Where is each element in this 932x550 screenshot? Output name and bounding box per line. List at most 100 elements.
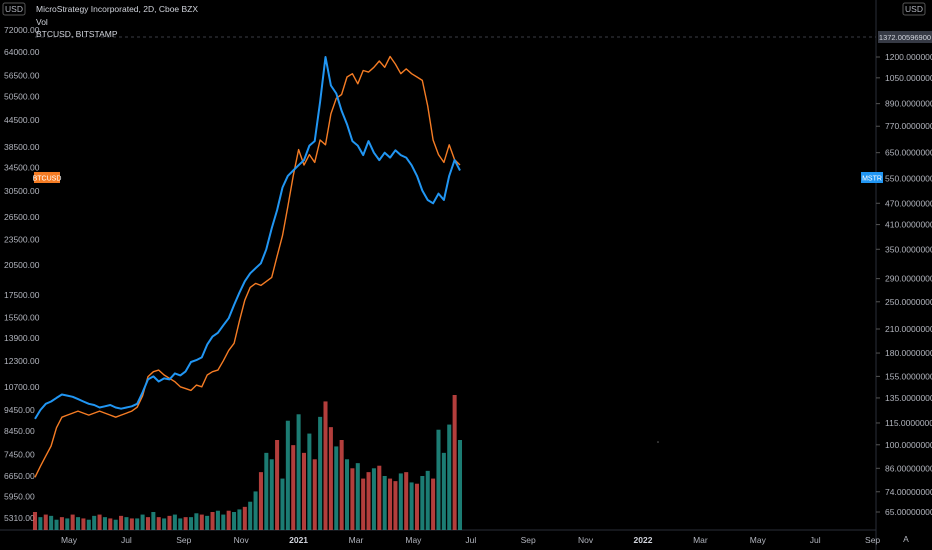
volume-bar bbox=[65, 518, 70, 530]
volume-bar bbox=[81, 518, 86, 530]
volume-bar bbox=[334, 446, 339, 530]
volume-bar bbox=[361, 478, 366, 530]
time-tick-label: Nov bbox=[578, 535, 594, 545]
right-currency-text: USD bbox=[905, 4, 923, 14]
volume-bar bbox=[253, 491, 258, 530]
volume-bar bbox=[291, 445, 296, 530]
volume-bar bbox=[145, 517, 150, 530]
volume-bar bbox=[162, 518, 167, 530]
time-tick-label: 2022 bbox=[634, 535, 653, 545]
left-tick-label: 50500.00 bbox=[4, 91, 40, 101]
left-currency-badge[interactable]: USD bbox=[2, 2, 26, 16]
volume-bar bbox=[425, 470, 430, 530]
time-tick-label: Jul bbox=[465, 535, 476, 545]
left-tick-label: 26500.00 bbox=[4, 212, 40, 222]
volume-bar bbox=[382, 476, 387, 530]
volume-bar bbox=[226, 510, 231, 530]
volume-bar bbox=[210, 512, 215, 530]
volume-bar bbox=[140, 514, 145, 530]
left-tick-label: 6650.00 bbox=[4, 471, 35, 481]
time-tick-label: 2021 bbox=[289, 535, 308, 545]
left-tick-label: 23500.00 bbox=[4, 235, 40, 245]
right-tick-label: 155.00000000 bbox=[885, 371, 932, 381]
time-axis: May Jul Sep Nov 2021 Mar May Jul Sep Nov 2022 Mar Ma… bbox=[61, 535, 880, 545]
mstr-line bbox=[34, 56, 461, 420]
right-currency-badge[interactable]: USD bbox=[902, 2, 926, 16]
right-tick-label: 1200.00000000 bbox=[885, 52, 932, 62]
time-tick-label: Sep bbox=[865, 535, 880, 545]
volume-bar bbox=[296, 414, 301, 530]
volume-bar bbox=[92, 515, 97, 530]
auto-scale-icon[interactable]: A bbox=[903, 534, 909, 544]
right-tick-label: 210.00000000 bbox=[885, 324, 932, 334]
crosshair-price-tag: 1372.00596900 bbox=[878, 31, 932, 43]
left-tick-label: 56500.00 bbox=[4, 70, 40, 80]
volume-bar bbox=[301, 452, 307, 530]
volume-bar bbox=[441, 452, 446, 530]
volume-bar bbox=[129, 518, 134, 530]
left-tick-label: 7450.00 bbox=[4, 450, 35, 460]
volume-bar bbox=[248, 501, 253, 530]
left-tick-label: 5950.00 bbox=[4, 492, 35, 502]
time-tick-label: Mar bbox=[349, 535, 364, 545]
btc-price-tag: BTCUSD bbox=[33, 172, 62, 183]
vol-label: Vol bbox=[36, 17, 48, 27]
time-tick-label: Sep bbox=[176, 535, 191, 545]
volume-bar bbox=[404, 472, 409, 530]
volume-bar bbox=[323, 401, 328, 530]
volume-bar bbox=[237, 509, 242, 530]
volume-bar bbox=[124, 517, 129, 530]
volume-bar bbox=[199, 514, 204, 530]
volume-bar bbox=[339, 440, 344, 530]
right-tick-label: 74.00000000 bbox=[885, 487, 932, 497]
volume-bar bbox=[194, 513, 199, 530]
right-tick-label: 86.00000000 bbox=[885, 463, 932, 473]
volume-bar bbox=[275, 440, 280, 530]
volume-bar bbox=[215, 510, 220, 530]
right-tick-label: 650.00000000 bbox=[885, 148, 932, 158]
time-tick-label: Mar bbox=[693, 535, 708, 545]
volume-bar bbox=[328, 427, 333, 530]
crosshair-value: 1372.00596900 bbox=[879, 33, 931, 42]
time-tick-label: Jul bbox=[810, 535, 821, 545]
left-tick-label: 13900.00 bbox=[4, 333, 40, 343]
right-tick-label: 135.00000000 bbox=[885, 393, 932, 403]
left-tick-label: 12300.00 bbox=[4, 356, 40, 366]
volume-bar bbox=[350, 468, 355, 530]
volume-bar bbox=[38, 517, 43, 530]
volume-bar bbox=[398, 473, 403, 530]
volume-bar bbox=[420, 476, 425, 530]
left-tick-label: 9450.00 bbox=[4, 405, 35, 415]
volume-bar bbox=[318, 416, 323, 530]
compare-label: BTCUSD, BITSTAMP bbox=[36, 29, 118, 39]
volume-bar bbox=[76, 517, 81, 530]
volume-bar bbox=[269, 459, 274, 530]
left-tick-label: 44500.00 bbox=[4, 115, 40, 125]
main-title: MicroStrategy Incorporated, 2D, Cboe BZX bbox=[36, 4, 198, 14]
volume-bar bbox=[49, 515, 54, 530]
mstr-price-tag: MSTR bbox=[861, 172, 883, 183]
volume-bar bbox=[43, 514, 48, 530]
right-tick-label: 1050.00000000 bbox=[885, 73, 932, 83]
btc-tag-text: BTCUSD bbox=[33, 176, 62, 183]
volume-bar bbox=[188, 517, 194, 530]
volume-bar bbox=[108, 518, 113, 530]
volume-bar bbox=[172, 514, 177, 530]
volume-bar bbox=[54, 519, 59, 530]
right-tick-label: 180.00000000 bbox=[885, 348, 932, 358]
right-tick-label: 550.00000000 bbox=[885, 174, 932, 184]
right-tick-label: 65.00000000 bbox=[885, 507, 932, 517]
time-tick-label: May bbox=[61, 535, 78, 545]
volume-bar bbox=[102, 517, 107, 530]
volume-bar bbox=[366, 472, 371, 530]
volume-bar bbox=[183, 517, 188, 530]
left-currency-text: USD bbox=[5, 4, 23, 14]
left-tick-label: 17500.00 bbox=[4, 290, 40, 300]
left-tick-label: 8450.00 bbox=[4, 426, 35, 436]
volume-bar bbox=[258, 472, 263, 530]
right-tick-label: 100.00000000 bbox=[885, 440, 932, 450]
right-tick-label: 770.00000000 bbox=[885, 121, 932, 131]
left-tick-label: 15500.00 bbox=[4, 312, 40, 322]
cursor-dot bbox=[657, 441, 659, 443]
